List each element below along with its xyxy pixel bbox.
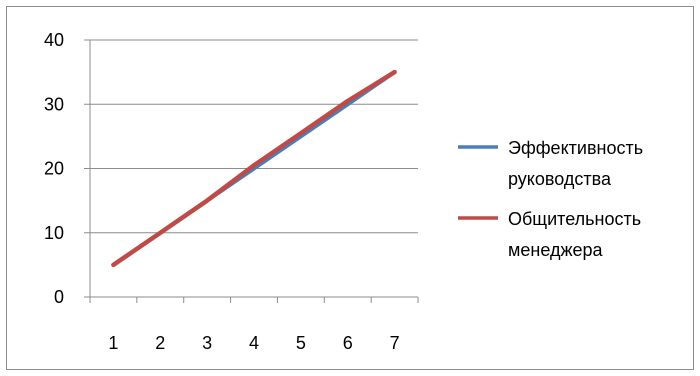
x-tick-label: 2: [155, 333, 165, 353]
legend-label-1: руководства: [508, 169, 612, 189]
legend: Эффективность руководства Общительность мен…: [458, 138, 643, 260]
x-tick-label: 5: [296, 333, 306, 353]
axes: 0 10 20 30 40 1 2 3 4 5 6 7: [44, 30, 419, 353]
y-tick-label: 40: [44, 30, 64, 50]
x-tick-label: 4: [249, 333, 259, 353]
chart-area-border: [6, 6, 694, 370]
y-tick-label: 10: [44, 223, 64, 243]
y-tick-label: 20: [44, 159, 64, 179]
x-tick-label: 6: [343, 333, 353, 353]
series-line-2: [111, 69, 397, 268]
x-tick-label: 3: [202, 333, 212, 353]
x-tick-label: 1: [108, 333, 118, 353]
legend-label-2: менеджера: [508, 240, 604, 260]
gridlines: [90, 39, 418, 234]
legend-label-2: Общительность: [508, 209, 641, 229]
y-tick-label: 30: [44, 94, 64, 114]
y-tick-label: 0: [54, 287, 64, 307]
series-lines: [111, 69, 397, 268]
x-tick-label: 7: [390, 333, 400, 353]
legend-label-1: Эффективность: [508, 138, 643, 158]
